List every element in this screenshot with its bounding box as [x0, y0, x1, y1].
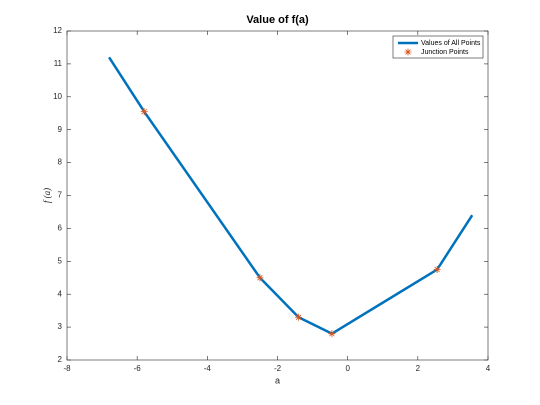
plot-area [66, 30, 489, 361]
x-tick-label: 2 [416, 364, 421, 373]
y-tick-label: 2 [58, 355, 63, 364]
y-tick-label: 12 [53, 26, 62, 35]
legend-marker [404, 48, 412, 56]
x-tick-label: -6 [134, 364, 142, 373]
y-tick-label: 6 [58, 224, 63, 233]
y-tick-label: 11 [54, 59, 63, 68]
y-tick-label: 9 [58, 125, 63, 134]
junction-marker [433, 266, 441, 274]
junction-marker [295, 313, 303, 321]
y-tick-label: 4 [58, 289, 63, 298]
y-tick-label: 5 [58, 256, 63, 265]
legend-label: Junction Points [421, 49, 469, 56]
x-tick-label: -4 [204, 364, 212, 373]
x-tick-label: 4 [486, 364, 491, 373]
x-tick-label: -8 [63, 364, 71, 373]
chart-title: Value of f(a) [246, 14, 309, 26]
x-tick-label: 0 [345, 364, 350, 373]
x-tick-label: -2 [274, 364, 282, 373]
y-tick-label: 7 [58, 191, 63, 200]
legend-box [392, 35, 484, 59]
x-axis-label: a [275, 375, 280, 385]
junction-marker [140, 108, 148, 116]
y-tick-label: 8 [58, 158, 63, 167]
legend-label: Values of All Points [421, 40, 481, 47]
y-tick-label: 10 [53, 92, 62, 101]
y-axis-label: f (a) [42, 188, 52, 203]
junction-marker [328, 330, 336, 338]
junction-marker [256, 274, 264, 282]
y-tick-label: 3 [58, 322, 63, 331]
